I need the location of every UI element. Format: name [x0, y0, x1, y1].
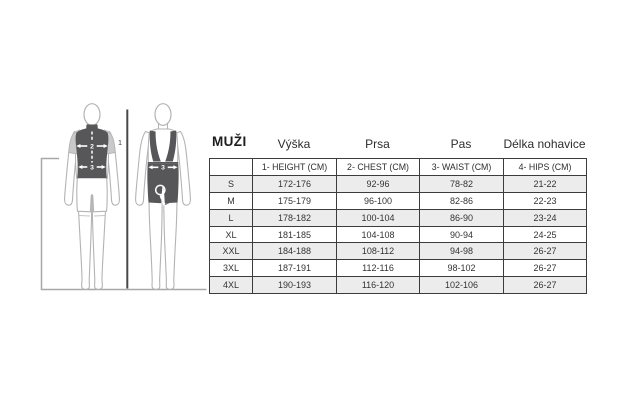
- jersey-right-sleeve: [103, 129, 116, 156]
- jersey-figure-torso: [75, 128, 109, 179]
- subheader-cell-empty: [209, 158, 253, 176]
- table-cell: 184-188: [252, 242, 337, 261]
- table-cell: 94-98: [419, 242, 504, 261]
- jersey-figure-head: [83, 103, 101, 126]
- table-row-xxl: XXL 184-188 108-112 94-98 26-27: [209, 242, 587, 261]
- bib-figure-right-leg: [163, 199, 178, 290]
- table-title: MUŽI: [212, 134, 247, 149]
- table-cell: 112-116: [336, 259, 420, 278]
- jersey-figure-right-arm: [104, 130, 120, 206]
- table-cell: 100-104: [336, 208, 420, 227]
- jersey-figure-right-leg: [91, 176, 107, 290]
- table-row-xl: XL 181-185 104-108 90-94 24-25: [209, 225, 587, 244]
- col-header-chest: Prsa: [365, 137, 390, 151]
- subheader-cell-waist: 3- WAIST (CM): [419, 158, 504, 176]
- size-cell: S: [209, 174, 253, 193]
- table-cell: 26-27: [503, 276, 587, 295]
- inseam-dashed-line: [159, 194, 169, 213]
- table-cell: 22-23: [503, 191, 587, 210]
- bib-left-strap: [149, 130, 161, 162]
- jersey-figure-left-leg: [77, 176, 93, 290]
- jersey-waist-measure-arrow: 3: [78, 164, 106, 171]
- size-cell: XXL: [209, 242, 253, 261]
- table-cell: 187-191: [252, 259, 337, 278]
- subheader-cell-chest: 2- CHEST (CM): [336, 158, 420, 176]
- chest-measure-label: 2: [90, 143, 94, 150]
- bib-waist-measure-arrow: 3: [148, 165, 178, 172]
- table-cell: 172-176: [252, 174, 337, 193]
- table-cell: 24-25: [503, 225, 587, 244]
- table-cell: 26-27: [503, 242, 587, 261]
- bib-shorts-figure: 3 4: [135, 103, 191, 290]
- table-cell: 96-100: [336, 191, 420, 210]
- bib-figure-neck: [158, 119, 168, 130]
- jersey-figure: 2 3: [64, 103, 120, 290]
- table-subheader-row: 1- HEIGHT (CM) 2- CHEST (CM) 3- WAIST (C…: [209, 158, 587, 176]
- size-cell: M: [209, 191, 253, 210]
- bib-shorts-body: [147, 162, 179, 204]
- table-cell: 86-90: [419, 208, 504, 227]
- size-cell: XL: [209, 225, 253, 244]
- table-cell: 92-96: [336, 174, 420, 193]
- table-cell: 178-182: [252, 208, 337, 227]
- table-cell: 98-102: [419, 259, 504, 278]
- table-cell: 23-24: [503, 208, 587, 227]
- bib-figure-head: [154, 103, 172, 126]
- table-cell: 26-27: [503, 259, 587, 278]
- bib-figure-right-arm: [175, 130, 191, 206]
- table-cell: 108-112: [336, 242, 420, 261]
- jersey-figure-left-arm: [64, 130, 80, 206]
- table-row-m: M 175-179 96-100 82-86 22-23: [209, 191, 587, 210]
- bib-waist-measure-label: 3: [161, 165, 165, 172]
- jersey-left-sleeve: [68, 129, 81, 156]
- inseam-measure-label: 4: [162, 200, 170, 206]
- jersey-figure-neck: [87, 119, 97, 130]
- bib-figure-torso: [147, 128, 179, 165]
- jersey-body: [75, 124, 109, 179]
- table-cell: 78-82: [419, 174, 504, 193]
- bib-figure-left-arm: [135, 130, 151, 206]
- table-cell: 190-193: [252, 276, 337, 295]
- size-cell: 3XL: [209, 259, 253, 278]
- height-measure-label: 1: [118, 138, 122, 147]
- table-cell: 21-22: [503, 174, 587, 193]
- table-cell: 102-106: [419, 276, 504, 295]
- size-cell: 4XL: [209, 276, 253, 295]
- table-cell: 82-86: [419, 191, 504, 210]
- bib-figure-left-leg: [148, 199, 163, 290]
- jersey-figure-shorts: [76, 176, 108, 213]
- col-header-height: Výška: [277, 137, 311, 151]
- table-row-4xl: 4XL 190-193 116-120 102-106 26-27: [209, 276, 587, 295]
- jersey-waist-measure-label: 3: [90, 164, 94, 171]
- table-cell: 104-108: [336, 225, 420, 244]
- subheader-cell-height: 1- HEIGHT (CM): [252, 158, 337, 176]
- size-table: 1- HEIGHT (CM) 2- CHEST (CM) 3- WAIST (C…: [209, 158, 587, 295]
- bib-right-strap: [165, 130, 177, 162]
- table-cell: 116-120: [336, 276, 420, 295]
- size-cell: L: [209, 208, 253, 227]
- subheader-cell-hips: 4- HIPS (CM): [503, 158, 587, 176]
- shorts-hem-lines: [78, 215, 106, 217]
- figure-bracket-line: [40, 157, 207, 291]
- col-header-leg-length: Délka nohavice: [503, 137, 586, 151]
- table-row-s: S 172-176 92-96 78-82 21-22: [209, 174, 587, 193]
- chest-measure-arrow: 2: [76, 143, 108, 150]
- table-cell: 90-94: [419, 225, 504, 244]
- inseam-start-circle: [154, 184, 166, 196]
- table-cell: 181-185: [252, 225, 337, 244]
- table-row-l: L 178-182 100-104 86-90 23-24: [209, 208, 587, 227]
- table-row-3xl: 3XL 187-191 112-116 98-102 26-27: [209, 259, 587, 278]
- col-header-waist: Pas: [450, 137, 472, 151]
- column-group-headers: Výška Prsa Pas Délka nohavice: [252, 137, 586, 151]
- table-cell: 175-179: [252, 191, 337, 210]
